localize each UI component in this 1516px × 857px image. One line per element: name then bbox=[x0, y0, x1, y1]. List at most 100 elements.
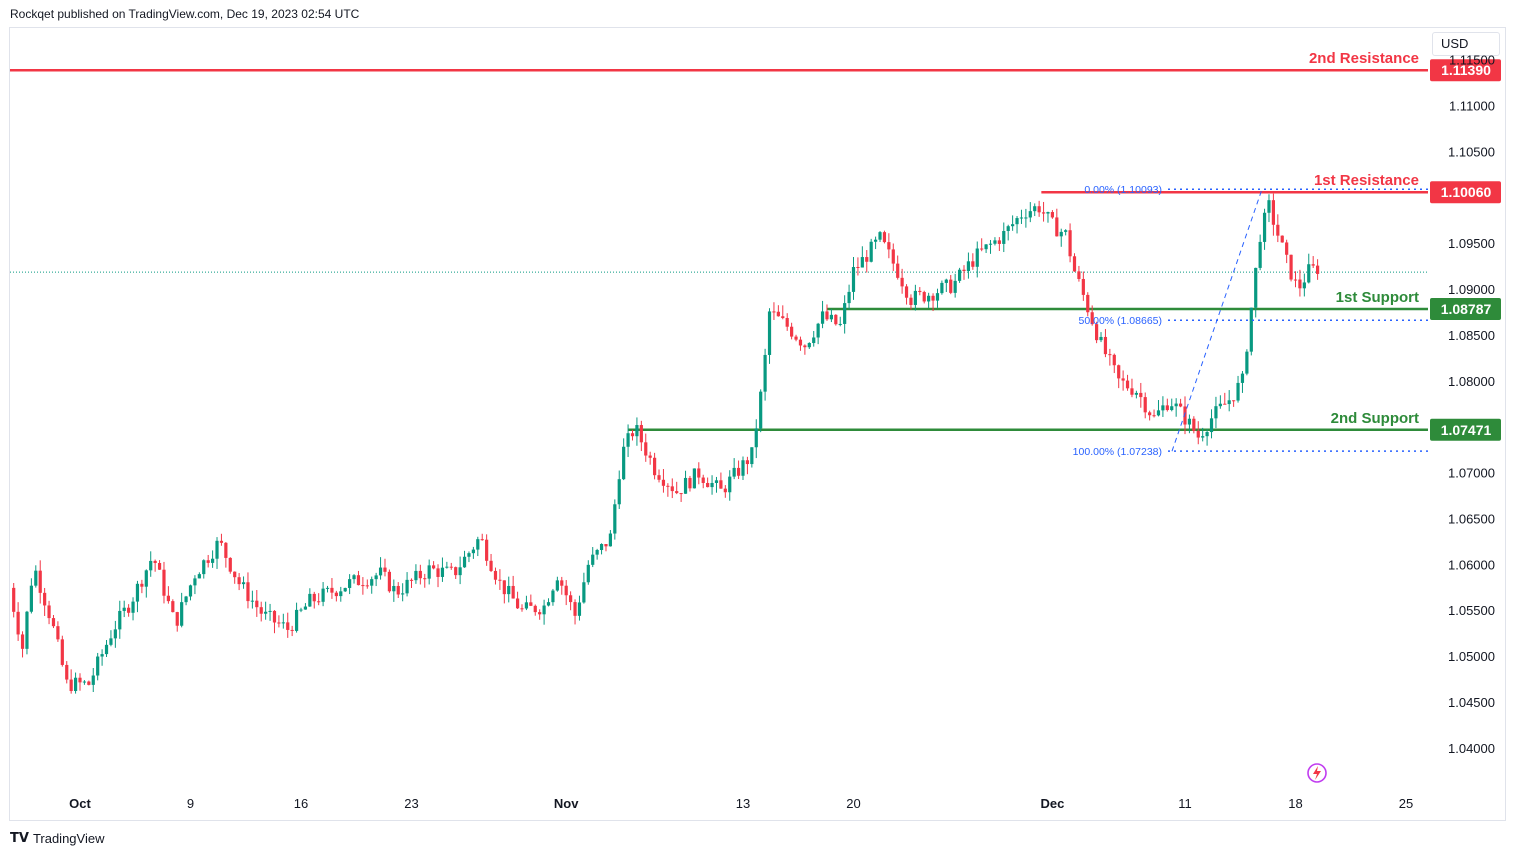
candle-body bbox=[188, 585, 193, 597]
candle-body bbox=[246, 582, 250, 602]
candle-body bbox=[365, 585, 369, 587]
fib-level-label: 100.00% (1.07238) bbox=[1073, 446, 1162, 458]
candle-body bbox=[1099, 336, 1103, 341]
candle-body bbox=[1302, 282, 1306, 289]
candle-body bbox=[922, 292, 926, 302]
candle-body bbox=[595, 550, 599, 555]
candle-body bbox=[122, 607, 126, 611]
candle-body bbox=[529, 602, 533, 606]
candle-body bbox=[560, 580, 564, 586]
candle-body bbox=[533, 605, 537, 613]
candle-body bbox=[1262, 212, 1267, 242]
level-price-tag bbox=[1430, 59, 1501, 82]
candle-body bbox=[16, 611, 20, 635]
candle-body bbox=[1055, 217, 1059, 237]
candle-body bbox=[511, 585, 515, 599]
candle-body bbox=[613, 504, 617, 534]
candle-body bbox=[1285, 242, 1289, 255]
candle-body bbox=[962, 269, 966, 271]
candle-body bbox=[202, 560, 206, 575]
level-name: 2nd Support bbox=[1331, 410, 1419, 427]
candle-body bbox=[418, 570, 422, 579]
candle-body bbox=[162, 569, 166, 596]
y-tick-label: 1.06500 bbox=[1448, 511, 1495, 526]
candle-body bbox=[1103, 336, 1108, 355]
candle-body bbox=[325, 587, 330, 589]
candle-body bbox=[688, 477, 692, 489]
candle-body bbox=[807, 343, 811, 348]
labels-layer: 2nd Resistance 1.11390 1st Resistance 1.100… bbox=[1309, 50, 1501, 441]
y-tick-label: 1.04000 bbox=[1448, 741, 1495, 756]
candle-body bbox=[679, 493, 683, 495]
candle-body bbox=[825, 311, 829, 320]
candle-body bbox=[869, 241, 873, 262]
candle-body bbox=[166, 595, 170, 602]
lightning-icon[interactable] bbox=[1307, 763, 1327, 783]
candle-body bbox=[542, 605, 546, 615]
y-tick-label: 1.11000 bbox=[1449, 98, 1495, 113]
candle-body bbox=[599, 544, 604, 551]
candle-body bbox=[564, 585, 568, 596]
candle-body bbox=[750, 447, 754, 465]
candle-body bbox=[736, 467, 741, 476]
candle-body bbox=[772, 311, 776, 313]
candle-body bbox=[1240, 373, 1245, 383]
candle-body bbox=[312, 593, 316, 602]
candle-body bbox=[1187, 418, 1192, 425]
candle-body bbox=[330, 587, 334, 593]
candle-body bbox=[215, 540, 219, 559]
candle-body bbox=[1139, 392, 1143, 398]
x-tick-label: 25 bbox=[1399, 796, 1413, 811]
candle-body bbox=[193, 578, 197, 586]
y-tick-label: 1.05500 bbox=[1448, 603, 1495, 618]
candle-body bbox=[423, 578, 427, 580]
currency-button[interactable]: USD bbox=[1432, 32, 1500, 56]
candle-body bbox=[65, 664, 69, 680]
candle-body bbox=[984, 244, 988, 250]
candle-body bbox=[622, 446, 626, 480]
candle-body bbox=[949, 279, 953, 293]
candle-body bbox=[1152, 415, 1156, 417]
candle-body bbox=[361, 585, 365, 587]
y-tick-label: 1.08000 bbox=[1448, 374, 1495, 389]
candle-body bbox=[1170, 406, 1174, 411]
candle-body bbox=[573, 602, 577, 616]
candle-body bbox=[843, 303, 847, 324]
candle-body bbox=[697, 468, 701, 478]
candle-body bbox=[586, 564, 590, 583]
level-price-label: 1.10060 bbox=[1441, 184, 1492, 200]
candle-body bbox=[551, 590, 555, 603]
candle-body bbox=[816, 323, 820, 338]
candle-body bbox=[1143, 397, 1147, 413]
candle-body bbox=[113, 629, 117, 639]
candle-body bbox=[51, 618, 56, 627]
candle-body bbox=[1134, 392, 1138, 395]
level-name: 1st Support bbox=[1336, 289, 1419, 306]
candle-body bbox=[374, 575, 378, 580]
candle-body bbox=[264, 611, 268, 614]
candle-body bbox=[294, 609, 299, 631]
candle-body bbox=[1254, 267, 1258, 308]
x-tick-label: 13 bbox=[736, 796, 750, 811]
candle-body bbox=[259, 607, 263, 614]
fibonacci-layer: 0.00% (1.10093) 50.00% (1.08665) 100.00% (… bbox=[1073, 184, 1428, 458]
y-tick-label: 1.05000 bbox=[1448, 649, 1495, 664]
candle-body bbox=[1019, 217, 1024, 219]
tradingview-brand[interactable]: 𝗧𝗩 TradingView bbox=[10, 830, 104, 846]
axis-layer: 1.11500 1.11000 1.10500 1.09500 1.09000 1.085… bbox=[69, 53, 1495, 811]
candle-body bbox=[851, 266, 856, 292]
candle-body bbox=[732, 467, 736, 477]
candle-body bbox=[414, 570, 418, 581]
candle-body bbox=[555, 580, 559, 591]
candle-body bbox=[127, 607, 131, 613]
candle-body bbox=[1068, 230, 1072, 257]
candle-body bbox=[1298, 279, 1302, 289]
candle-body bbox=[118, 610, 122, 630]
candle-body bbox=[1081, 278, 1085, 295]
chart-frame bbox=[9, 27, 1506, 821]
candle-body bbox=[957, 269, 962, 281]
candle-body bbox=[1108, 354, 1112, 356]
candle-body bbox=[785, 318, 789, 327]
candle-body bbox=[211, 558, 215, 563]
